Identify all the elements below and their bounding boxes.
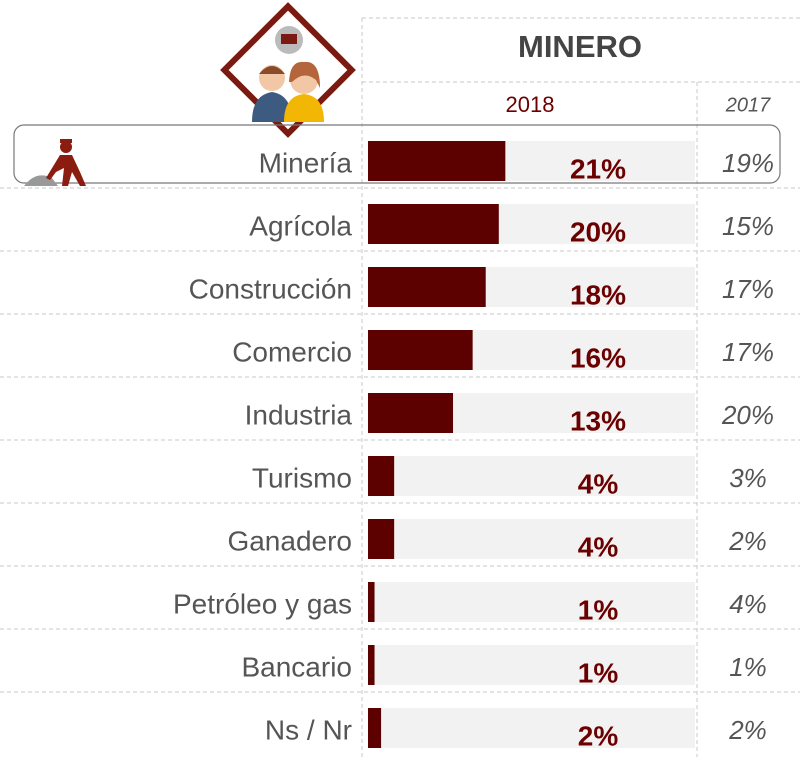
value-label: 2%: [578, 720, 619, 751]
value-label: 20%: [570, 216, 626, 247]
previous-year-value: 20%: [721, 400, 774, 430]
miner-icon: [24, 139, 86, 186]
previous-year-value: 15%: [722, 211, 774, 241]
category-label: Construcción: [189, 273, 352, 304]
category-label: Minería: [259, 147, 353, 178]
bar-track: [368, 645, 695, 685]
series-header: 2018: [506, 92, 555, 117]
bar-track: [368, 582, 695, 622]
value-label: 1%: [578, 594, 619, 625]
category-label: Industria: [245, 399, 353, 430]
category-label: Agrícola: [249, 210, 352, 241]
category-label: Ganadero: [227, 525, 352, 556]
bar: [368, 204, 499, 244]
value-label: 13%: [570, 405, 626, 436]
series-header: 2017: [725, 94, 771, 116]
bar: [368, 330, 473, 370]
previous-year-value: 17%: [722, 274, 774, 304]
value-label: 4%: [578, 468, 619, 499]
chart-title: MINERO: [518, 29, 642, 64]
bar: [368, 393, 454, 433]
value-label: 18%: [570, 279, 626, 310]
bar: [368, 267, 486, 307]
bar-track: [368, 708, 695, 748]
value-label: 1%: [578, 657, 619, 688]
category-label: Ns / Nr: [265, 714, 352, 745]
category-label: Comercio: [232, 336, 352, 367]
highlight-frame: [13, 124, 781, 184]
bar-track: [368, 519, 695, 559]
previous-year-value: 17%: [722, 337, 774, 367]
bar: [368, 141, 506, 181]
previous-year-value: 19%: [722, 148, 774, 178]
previous-year-value: 2%: [728, 715, 767, 745]
bar: [368, 645, 375, 685]
category-label: Petróleo y gas: [173, 588, 352, 619]
previous-year-value: 3%: [729, 463, 767, 493]
category-label: Turismo: [252, 462, 352, 493]
logo: [220, 2, 356, 138]
value-label: 16%: [570, 342, 626, 373]
bar: [368, 582, 375, 622]
bar: [368, 708, 382, 748]
bar: [368, 456, 395, 496]
value-label: 4%: [578, 531, 619, 562]
previous-year-value: 2%: [728, 526, 767, 556]
value-label: 21%: [570, 153, 626, 184]
category-label: Bancario: [241, 651, 352, 682]
previous-year-value: 1%: [729, 652, 767, 682]
previous-year-value: 4%: [729, 589, 767, 619]
bar-track: [368, 456, 695, 496]
bar: [368, 519, 395, 559]
